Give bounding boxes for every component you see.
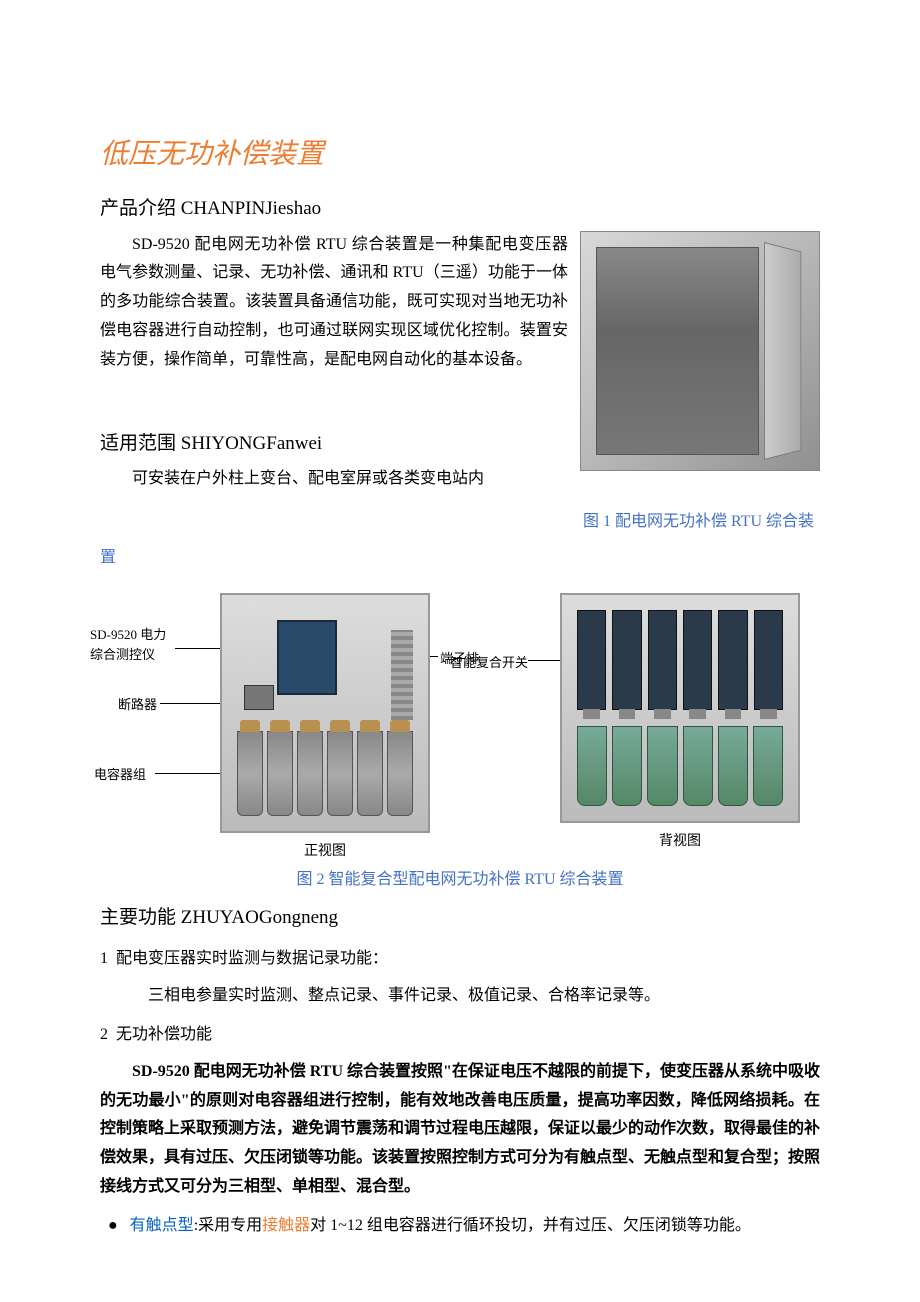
function-item-1: 1 配电变压器实时监测与数据记录功能：: [100, 945, 820, 974]
cabinet-front-photo: [220, 593, 430, 833]
func1-num: 1: [100, 950, 108, 967]
func2-body: SD-9520 配电网无功补偿 RTU 综合装置按照"在保证电压不越限的前提下，…: [100, 1058, 820, 1202]
section-heading-functions: 主要功能 ZHUYAOGongneng: [100, 901, 820, 935]
back-view-label: 背视图: [560, 829, 800, 854]
figure-2-row: SD-9520 电力 综合测控仪 断路器 电容器组 端子排 正视图 智能复合开关: [100, 593, 820, 864]
anno-breaker: 断路器: [118, 693, 157, 716]
func2-num: 2: [100, 1026, 108, 1043]
func2-title: 无功补偿功能: [116, 1026, 212, 1043]
bullet-marker-icon: ●: [108, 1212, 118, 1241]
figure-1-caption-tail: 置: [100, 544, 820, 573]
anno-meter-2: 综合测控仪: [90, 643, 155, 666]
bullet-text: 有触点型:采用专用接触器对 1~12 组电容器进行循环投切，并有过压、欠压闭锁等…: [130, 1212, 751, 1241]
bullet-mid-1: :采用专用: [194, 1217, 262, 1234]
link-contact-type[interactable]: 有触点型: [130, 1217, 194, 1234]
figure-1-container: [580, 231, 820, 471]
function-item-2: 2 无功补偿功能: [100, 1021, 820, 1050]
cabinet-back-photo: [560, 593, 800, 823]
figure-2-back: 智能复合开关 背视图: [540, 593, 820, 854]
figure-2-caption: 图 2 智能复合型配电网无功补偿 RTU 综合装置: [100, 866, 820, 895]
section-heading-intro: 产品介绍 CHANPINJieshao: [100, 192, 820, 226]
anno-switch: 智能复合开关: [450, 651, 528, 674]
document-main-title: 低压无功补偿装置: [100, 130, 820, 180]
figure-2-front: SD-9520 电力 综合测控仪 断路器 电容器组 端子排 正视图: [100, 593, 490, 864]
bullet-contact-type: ● 有触点型:采用专用接触器对 1~12 组电容器进行循环投切，并有过压、欠压闭…: [100, 1212, 820, 1241]
link-contactor[interactable]: 接触器: [262, 1217, 310, 1234]
bullet-mid-2: 对 1~12 组电容器进行循环投切，并有过压、欠压闭锁等功能。: [310, 1217, 751, 1234]
anno-capacitor: 电容器组: [94, 763, 146, 786]
func1-title: 配电变压器实时监测与数据记录功能：: [116, 950, 388, 967]
func1-body: 三相电参量实时监测、整点记录、事件记录、极值记录、合格率记录等。: [100, 982, 820, 1011]
figure-1-caption: 图 1 配电网无功补偿 RTU 综合装: [100, 508, 820, 537]
front-view-label: 正视图: [220, 839, 430, 864]
figure-1-photo: [580, 231, 820, 471]
